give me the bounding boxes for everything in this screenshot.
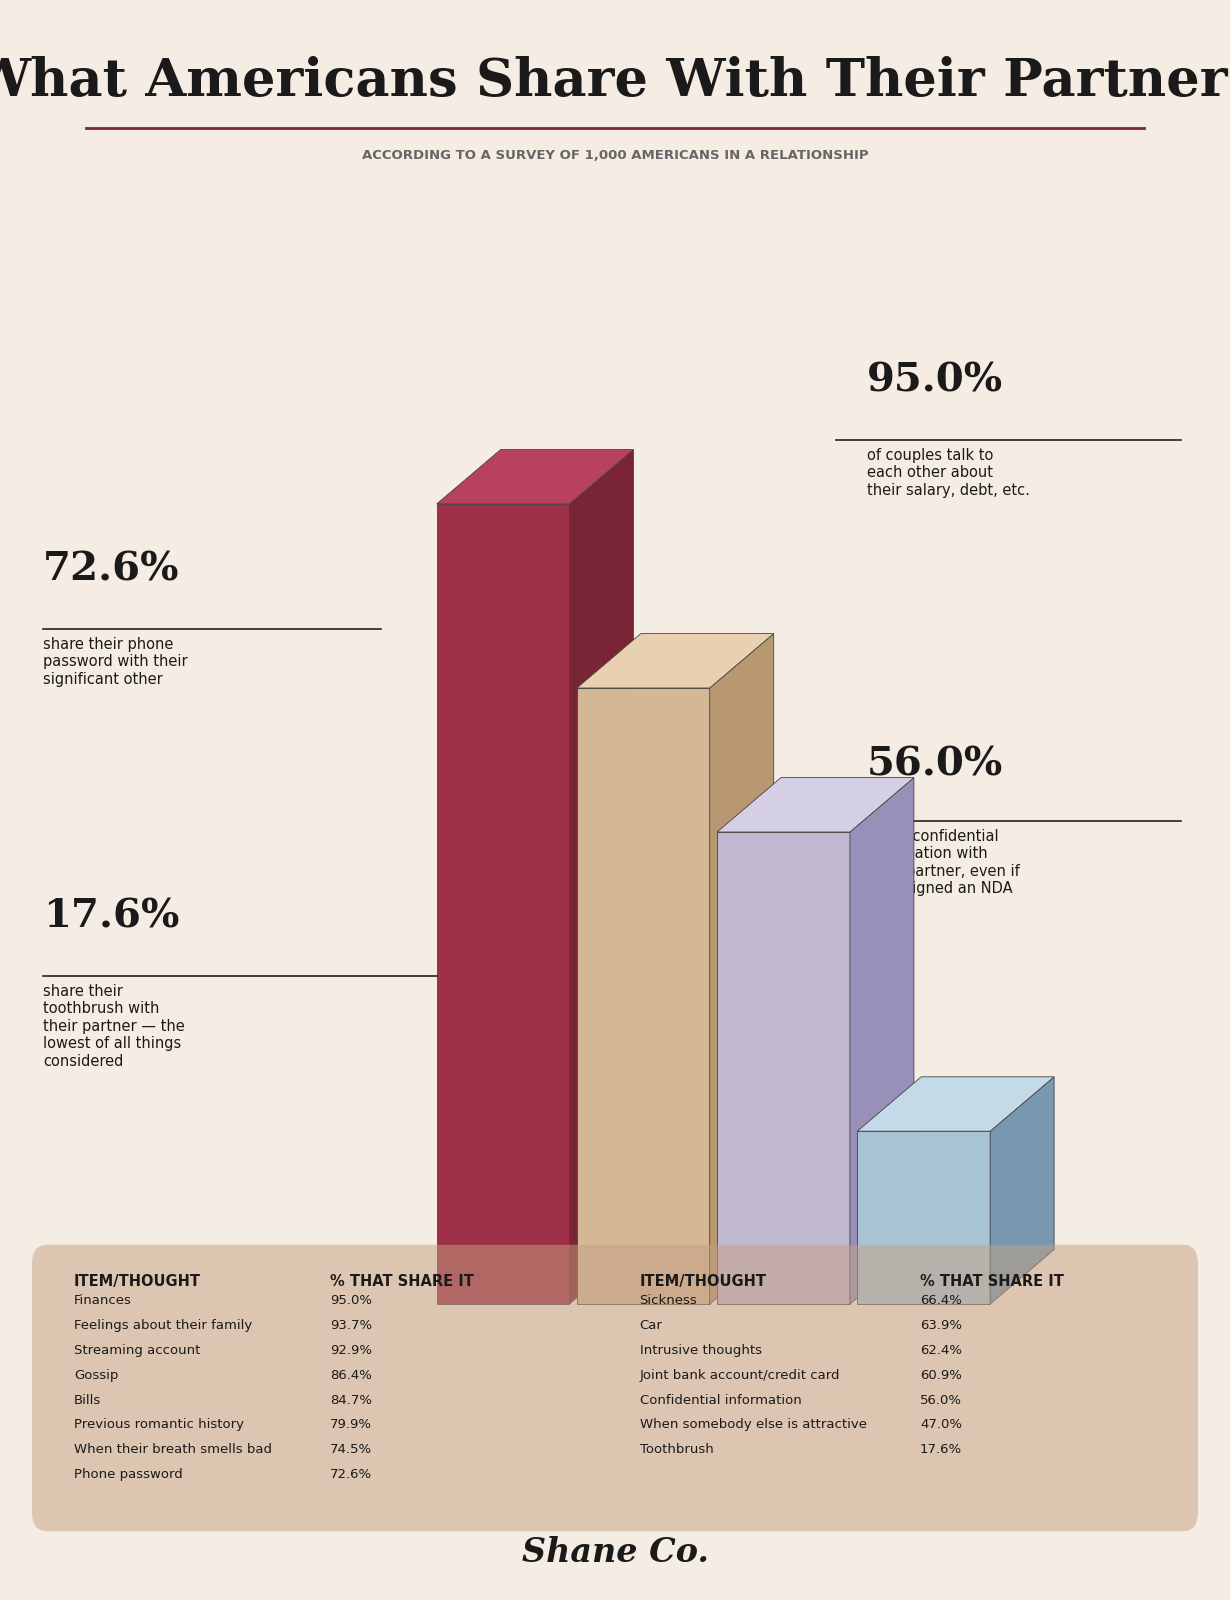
Text: Sickness: Sickness bbox=[640, 1294, 697, 1307]
Text: 17.6%: 17.6% bbox=[43, 898, 180, 936]
Text: Gossip: Gossip bbox=[74, 1368, 118, 1382]
Text: 95.0%: 95.0% bbox=[867, 362, 1004, 400]
Text: Phone password: Phone password bbox=[74, 1469, 182, 1482]
Text: share confidential
information with
their partner, even if
they signed an NDA: share confidential information with thei… bbox=[867, 829, 1020, 896]
Text: 84.7%: 84.7% bbox=[330, 1394, 371, 1406]
Text: When somebody else is attractive: When somebody else is attractive bbox=[640, 1418, 867, 1432]
Text: 72.6%: 72.6% bbox=[330, 1469, 371, 1482]
Text: 47.0%: 47.0% bbox=[920, 1418, 962, 1432]
Polygon shape bbox=[850, 778, 914, 1304]
Text: % THAT SHARE IT: % THAT SHARE IT bbox=[920, 1274, 1064, 1288]
Polygon shape bbox=[577, 634, 774, 688]
Text: Previous romantic history: Previous romantic history bbox=[74, 1418, 244, 1432]
Text: Intrusive thoughts: Intrusive thoughts bbox=[640, 1344, 761, 1357]
Text: 86.4%: 86.4% bbox=[330, 1368, 371, 1382]
Text: Bills: Bills bbox=[74, 1394, 101, 1406]
Text: When their breath smells bad: When their breath smells bad bbox=[74, 1443, 272, 1456]
Text: 66.4%: 66.4% bbox=[920, 1294, 962, 1307]
Polygon shape bbox=[717, 778, 914, 832]
Text: 56.0%: 56.0% bbox=[920, 1394, 962, 1406]
Text: ITEM/THOUGHT: ITEM/THOUGHT bbox=[74, 1274, 200, 1288]
Polygon shape bbox=[990, 1077, 1054, 1304]
Polygon shape bbox=[717, 832, 850, 1304]
Text: 62.4%: 62.4% bbox=[920, 1344, 962, 1357]
Text: share their
toothbrush with
their partner — the
lowest of all things
considered: share their toothbrush with their partne… bbox=[43, 984, 184, 1069]
Text: 95.0%: 95.0% bbox=[330, 1294, 371, 1307]
Text: 72.6%: 72.6% bbox=[43, 550, 180, 589]
Text: 74.5%: 74.5% bbox=[330, 1443, 371, 1456]
Text: 17.6%: 17.6% bbox=[920, 1443, 962, 1456]
Text: ACCORDING TO A SURVEY OF 1,000 AMERICANS IN A RELATIONSHIP: ACCORDING TO A SURVEY OF 1,000 AMERICANS… bbox=[362, 149, 868, 162]
Text: 93.7%: 93.7% bbox=[330, 1318, 371, 1333]
Text: 60.9%: 60.9% bbox=[920, 1368, 962, 1382]
Text: share their phone
password with their
significant other: share their phone password with their si… bbox=[43, 637, 188, 686]
Text: 79.9%: 79.9% bbox=[330, 1418, 371, 1432]
Text: Feelings about their family: Feelings about their family bbox=[74, 1318, 252, 1333]
Polygon shape bbox=[569, 450, 633, 1304]
Polygon shape bbox=[857, 1131, 990, 1304]
Polygon shape bbox=[857, 1077, 1054, 1131]
Text: Toothbrush: Toothbrush bbox=[640, 1443, 713, 1456]
Text: Streaming account: Streaming account bbox=[74, 1344, 200, 1357]
Polygon shape bbox=[577, 688, 710, 1304]
Polygon shape bbox=[437, 450, 633, 504]
Text: 92.9%: 92.9% bbox=[330, 1344, 371, 1357]
Text: Car: Car bbox=[640, 1318, 663, 1333]
Text: Finances: Finances bbox=[74, 1294, 132, 1307]
Text: of couples talk to
each other about
their salary, debt, etc.: of couples talk to each other about thei… bbox=[867, 448, 1030, 498]
Polygon shape bbox=[437, 504, 569, 1304]
Text: What Americans Share With Their Partners: What Americans Share With Their Partners bbox=[0, 56, 1230, 107]
Text: ITEM/THOUGHT: ITEM/THOUGHT bbox=[640, 1274, 766, 1288]
Polygon shape bbox=[710, 634, 774, 1304]
Text: % THAT SHARE IT: % THAT SHARE IT bbox=[330, 1274, 474, 1288]
Text: Joint bank account/credit card: Joint bank account/credit card bbox=[640, 1368, 840, 1382]
FancyBboxPatch shape bbox=[32, 1245, 1198, 1531]
Text: Confidential information: Confidential information bbox=[640, 1394, 802, 1406]
Text: 63.9%: 63.9% bbox=[920, 1318, 962, 1333]
Text: 56.0%: 56.0% bbox=[867, 746, 1004, 784]
Text: Shane Co.: Shane Co. bbox=[522, 1536, 708, 1570]
